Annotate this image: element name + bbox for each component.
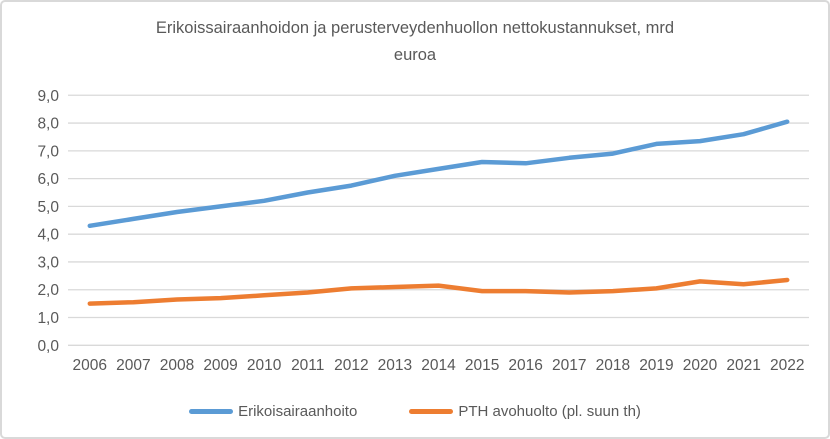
x-tick-label: 2012 <box>334 357 368 374</box>
chart-title-line-1: Erikoissairaanhoidon ja perusterveydenhu… <box>155 19 675 37</box>
chart-title-line-2: euroa <box>393 46 437 64</box>
x-tick-label: 2011 <box>291 357 324 374</box>
x-tick-label: 2021 <box>726 357 760 374</box>
x-tick-label: 2008 <box>160 357 194 374</box>
x-tick-label: 2013 <box>378 357 412 374</box>
x-tick-label: 2020 <box>683 357 718 374</box>
legend-item-erikoissairaanhoito: Erikoisairaanhoito <box>189 403 357 420</box>
series-line-erikoissairaanhoito <box>87 119 790 229</box>
series-line-pth-avohuolto <box>87 277 790 306</box>
y-tick-label: 6,0 <box>37 171 59 188</box>
y-tick-label: 2,0 <box>37 282 59 299</box>
x-tick-label: 2014 <box>421 357 456 374</box>
x-tick-label: 2016 <box>508 357 542 374</box>
legend-label: Erikoisairaanhoito <box>238 403 358 420</box>
legend-line-swatch-orange <box>409 409 454 414</box>
legend-item-pth-avohuolto: PTH avohuolto (pl. suun th) <box>409 403 641 420</box>
y-tick-label: 1,0 <box>37 310 59 327</box>
legend-line-swatch-blue <box>189 409 234 414</box>
y-tick-label: 9,0 <box>37 88 59 105</box>
x-tick-label: 2007 <box>116 357 150 374</box>
chart-legend: Erikoisairaanhoito PTH avohuolto (pl. su… <box>2 403 828 420</box>
x-tick-label: 2015 <box>465 357 499 374</box>
x-tick-label: 2019 <box>639 357 673 374</box>
y-tick-label: 4,0 <box>37 227 59 244</box>
legend-label: PTH avohuolto (pl. suun th) <box>458 403 641 420</box>
x-tick-label: 2018 <box>596 357 630 374</box>
chart-title: Erikoissairaanhoidon ja perusterveydenhu… <box>2 15 828 69</box>
y-tick-label: 8,0 <box>37 116 59 133</box>
x-tick-label: 2009 <box>203 357 237 374</box>
x-tick-label: 2006 <box>73 357 107 374</box>
x-tick-label: 2010 <box>247 357 282 374</box>
y-tick-label: 3,0 <box>37 254 59 271</box>
x-tick-label: 2017 <box>552 357 586 374</box>
y-tick-label: 5,0 <box>37 199 59 216</box>
y-tick-label: 0,0 <box>37 338 59 355</box>
y-tick-label: 7,0 <box>37 143 59 160</box>
x-tick-label: 2022 <box>770 357 804 374</box>
